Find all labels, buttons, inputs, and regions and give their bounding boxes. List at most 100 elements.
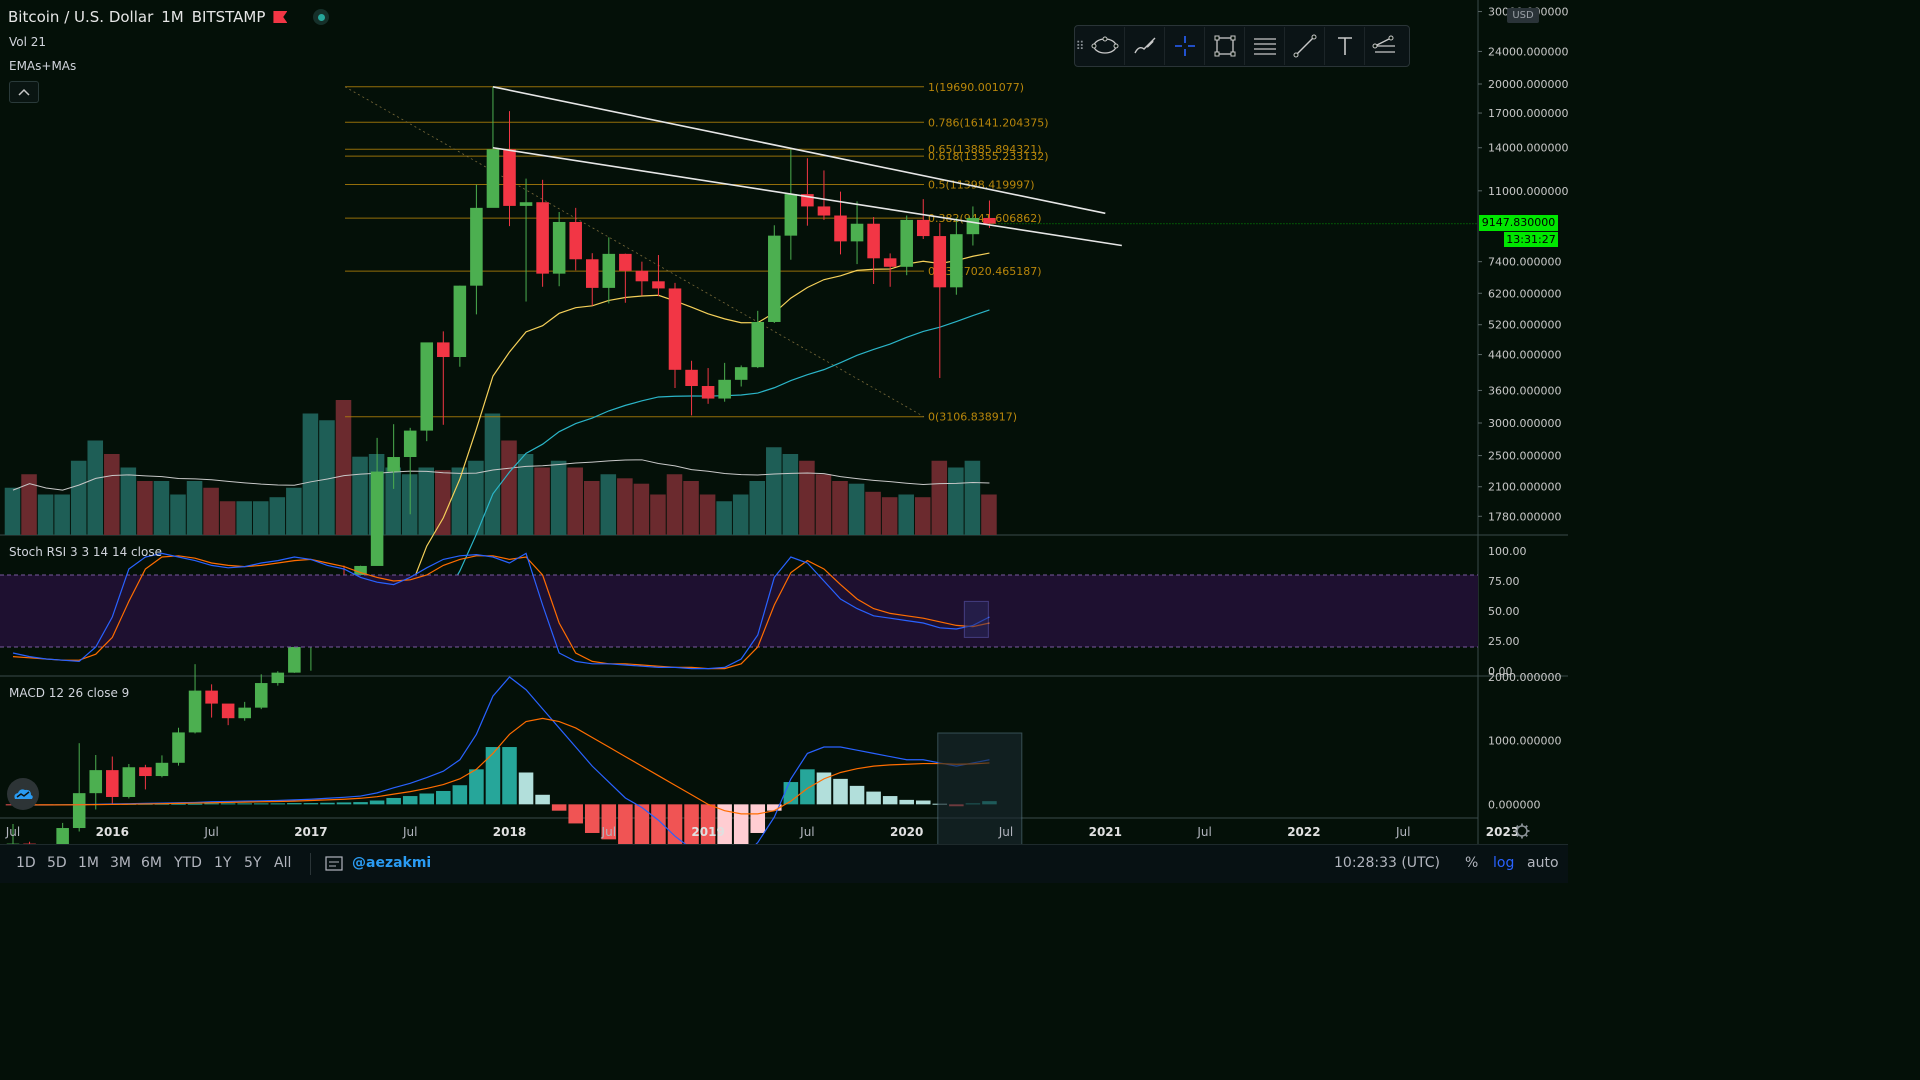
volume-bar [782, 454, 799, 535]
pattern-shape-icon[interactable] [1085, 27, 1125, 65]
macd-histogram-bar [402, 796, 418, 805]
log-scale-toggle[interactable]: log [1493, 855, 1515, 871]
candle-body [370, 471, 384, 566]
path-tool-icon[interactable] [1365, 27, 1404, 65]
candle-body [867, 223, 880, 259]
macd-histogram-bar [452, 785, 468, 805]
macd-histogram-bar [750, 804, 766, 833]
macd-histogram-bar [551, 804, 567, 811]
drawing-toolbar: ⠿ [1074, 25, 1410, 67]
volume-legend[interactable]: Vol 21 [9, 35, 47, 49]
volume-bar [600, 474, 617, 535]
fib-level-label: 0.786(16141.204375) [928, 116, 1049, 129]
stoch-rsi-legend[interactable]: Stoch RSI 3 3 14 14 close [9, 545, 162, 559]
trend-line-icon[interactable] [1285, 27, 1325, 65]
candle-body [470, 207, 483, 286]
range-5d-button[interactable]: 5D [47, 855, 67, 871]
time-axis-label: 2023 [1486, 825, 1519, 839]
rectangle-icon[interactable] [1205, 27, 1245, 65]
candle-body [403, 430, 417, 458]
candle-body [983, 217, 996, 224]
volume-bar [848, 483, 865, 535]
range-1y-button[interactable]: 1Y [214, 855, 232, 871]
auto-scale-toggle[interactable]: auto [1527, 855, 1559, 871]
brush-icon[interactable] [1125, 27, 1165, 65]
volume-bar [666, 474, 683, 535]
volume-bar [120, 467, 137, 535]
candle-body [784, 194, 798, 236]
volume-bar [451, 467, 468, 535]
volume-bar [683, 481, 699, 535]
macd-histogram-bar [800, 769, 815, 805]
candle-body [254, 683, 268, 708]
fib-lines-icon[interactable] [1245, 27, 1285, 65]
price-tick-label: 3000.000000 [1488, 417, 1561, 430]
volume-bar [633, 483, 650, 535]
range-3m-button[interactable]: 3M [110, 855, 131, 871]
macd-histogram-bar [767, 804, 782, 811]
time-axis-label: 2021 [1089, 825, 1122, 839]
volume-bar [716, 501, 732, 535]
volume-bar [567, 467, 583, 535]
fib-level-label: 0(3106.838917) [928, 411, 1017, 424]
macd-histogram-bar [204, 803, 219, 805]
candle-body [205, 690, 218, 704]
grip-icon[interactable]: ⠿ [1075, 39, 1085, 53]
macd-histogram-bar [353, 802, 368, 805]
percent-scale-toggle[interactable]: % [1465, 855, 1479, 871]
ma-legend[interactable]: EMAs+MAs [9, 59, 77, 73]
macd-histogram-bar [369, 800, 385, 805]
volume-bar [766, 447, 782, 535]
flag-icon[interactable] [273, 11, 288, 23]
macd-histogram-bar [601, 804, 617, 840]
text-icon[interactable] [1325, 27, 1365, 65]
volume-bar [981, 494, 997, 535]
range-ytd-button[interactable]: YTD [174, 855, 202, 871]
macd-histogram-bar [502, 747, 517, 805]
crosshair-icon[interactable] [1165, 27, 1205, 65]
macd-histogram-bar [899, 799, 914, 805]
volume-bar [170, 494, 186, 535]
user-handle[interactable]: @aezakmi [352, 855, 432, 871]
macd-legend[interactable]: MACD 12 26 close 9 [9, 686, 130, 700]
last-price-tag: 9147.830000 [1479, 215, 1558, 231]
candle-body [569, 221, 582, 260]
price-tick-label: 24000.000000 [1488, 45, 1568, 58]
macd-histogram-bar [303, 803, 319, 805]
candle-body [486, 149, 500, 208]
volume-bar [352, 456, 368, 535]
candle-body [834, 215, 847, 242]
macd-histogram-bar [849, 785, 865, 805]
interval-label[interactable]: 1M [161, 8, 184, 26]
candle-body [817, 206, 831, 216]
utc-clock[interactable]: 10:28:33 (UTC) [1334, 855, 1441, 871]
macd-histogram-bar [717, 804, 732, 856]
candle-body [635, 270, 649, 282]
macd-histogram-bar [733, 804, 749, 849]
range-5y-button[interactable]: 5Y [244, 855, 262, 871]
range-all-button[interactable]: All [274, 855, 292, 871]
volume-bar [335, 400, 352, 535]
candle-body [916, 219, 930, 237]
macd-histogram-bar [419, 793, 435, 805]
date-range-icon[interactable] [324, 854, 344, 876]
tradingview-logo[interactable] [7, 778, 39, 810]
time-axis-label: 2016 [96, 825, 129, 839]
macd-highlight-box [937, 732, 1023, 850]
time-axis-label: Jul [203, 825, 218, 839]
macd-histogram-bar [436, 790, 451, 805]
chart-canvas[interactable]: 1(19690.001077) 0.786(16141.204375) 0.65(1… [0, 0, 1568, 882]
gear-icon [1524, 825, 1528, 829]
symbol-name: Bitcoin / U.S. Dollar [8, 8, 154, 26]
macd-histogram-bar [584, 804, 600, 833]
ema-line [376, 252, 990, 645]
time-axis-label: 2018 [493, 825, 526, 839]
currency-badge[interactable]: USD [1507, 8, 1539, 23]
range-1m-button[interactable]: 1M [78, 855, 99, 871]
volume-bar [931, 460, 948, 535]
range-1d-button[interactable]: 1D [16, 855, 36, 871]
range-6m-button[interactable]: 6M [141, 855, 162, 871]
candle-body [536, 202, 549, 274]
collapse-legend-button[interactable] [9, 81, 39, 103]
macd-histogram-bar [667, 804, 683, 856]
